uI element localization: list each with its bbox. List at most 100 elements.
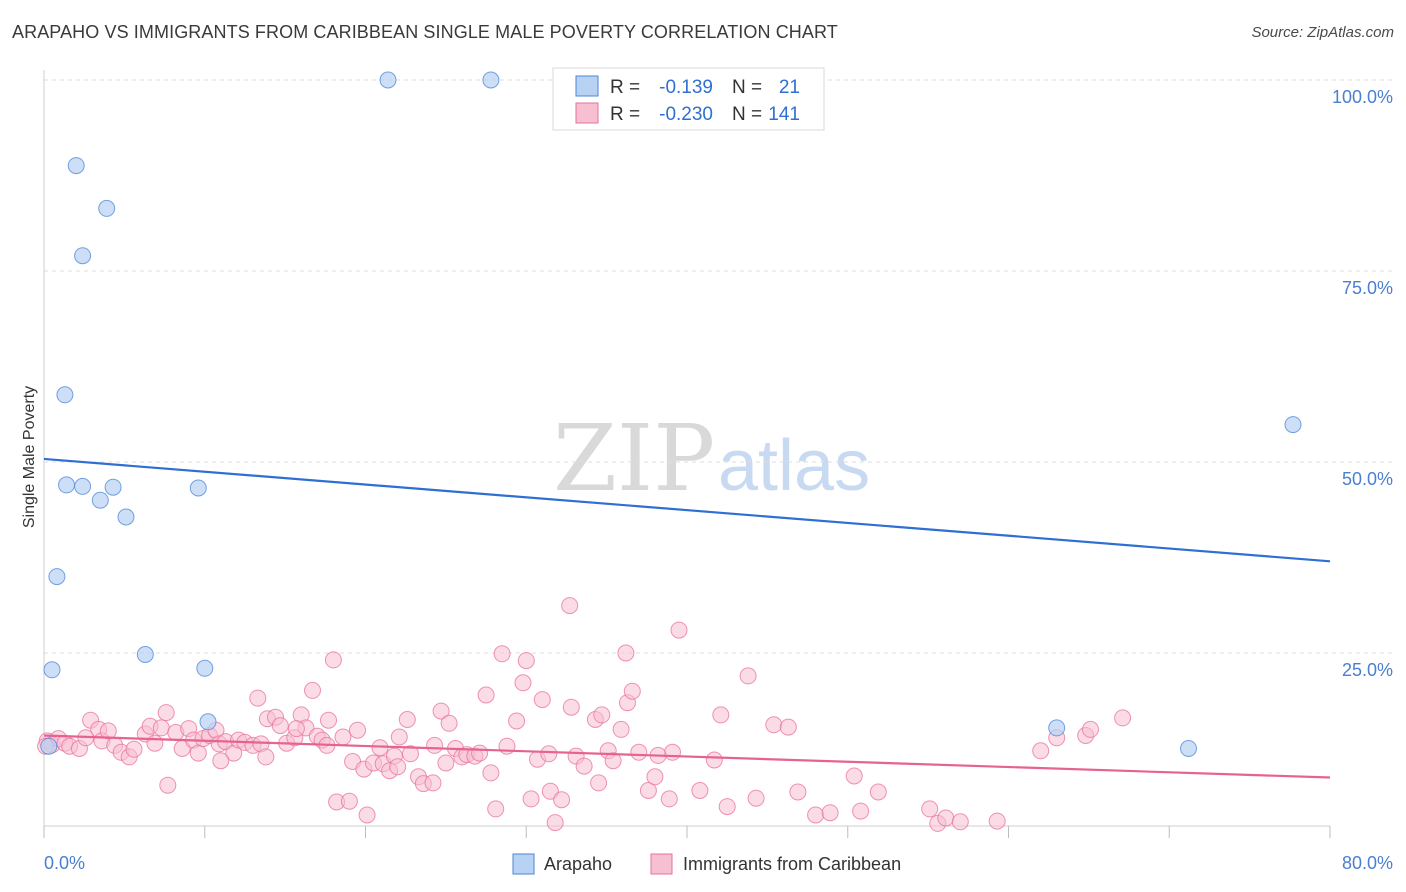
data-point [74, 247, 92, 265]
data-point [249, 689, 267, 707]
data-point [358, 806, 376, 824]
data-point [152, 719, 170, 737]
data-point [765, 716, 783, 734]
legend-swatch-caribbean [575, 102, 599, 124]
bottom-legend-swatch-arapaho [512, 853, 535, 875]
data-point [98, 199, 116, 217]
data-point [1048, 719, 1066, 737]
data-point [99, 722, 117, 740]
legend-box: R = -0.139 N = 21 R = -0.230 N = 141 [552, 67, 825, 131]
data-point [630, 743, 648, 761]
data-point [517, 652, 535, 670]
data-point [1032, 742, 1050, 760]
data-point [718, 798, 736, 816]
data-point [482, 71, 500, 89]
data-point [660, 790, 678, 808]
caribbean-points [37, 597, 1132, 832]
data-point [390, 728, 408, 746]
data-point [43, 661, 61, 679]
legend-r-label: R = [610, 104, 640, 125]
data-point [432, 702, 450, 720]
data-point [157, 704, 175, 722]
data-point [852, 802, 870, 820]
data-point [951, 813, 969, 831]
data-point [1082, 720, 1099, 738]
data-point [807, 806, 825, 824]
data-point [40, 737, 58, 755]
legend-n-value: 21 [779, 77, 800, 98]
data-point [437, 754, 455, 772]
data-point [508, 712, 526, 730]
legend-swatch-arapaho [575, 75, 599, 97]
data-point [271, 717, 289, 735]
bottom-legend: Arapaho Immigrants from Caribbean [512, 853, 901, 875]
legend-r-value: -0.230 [659, 104, 713, 125]
data-point [58, 476, 75, 494]
data-point [67, 157, 85, 175]
data-point [562, 698, 580, 716]
x-tick-label-max: 80.0% [1342, 853, 1393, 873]
data-point [389, 758, 407, 776]
data-point [1114, 709, 1132, 727]
data-point [104, 478, 122, 496]
data-point [514, 674, 532, 692]
bottom-legend-swatch-caribbean [650, 853, 673, 875]
data-point [821, 804, 839, 822]
legend-n-label: N = [732, 77, 762, 98]
data-point [117, 508, 135, 526]
data-point [561, 597, 579, 615]
data-point [320, 711, 337, 729]
watermark-atlas: atlas [718, 426, 870, 506]
data-point [136, 646, 154, 663]
data-point [199, 713, 217, 731]
data-point [487, 800, 505, 818]
data-point [159, 776, 177, 794]
data-point [196, 659, 214, 677]
data-point [91, 491, 109, 509]
data-point [56, 386, 74, 404]
data-point [48, 568, 66, 586]
data-point [739, 667, 757, 685]
data-point [869, 783, 887, 801]
data-point [334, 728, 352, 746]
data-point [664, 743, 681, 761]
legend-n-value: 141 [768, 104, 800, 125]
x-axis-ticks [43, 826, 1331, 838]
data-point [988, 812, 1006, 830]
data-point [287, 720, 305, 738]
data-point [125, 740, 143, 758]
data-point [937, 809, 955, 827]
data-point [789, 783, 807, 801]
data-point [398, 711, 416, 728]
data-point [74, 477, 92, 495]
legend-n-label: N = [732, 104, 762, 125]
watermark-zip: ZIP [553, 405, 715, 512]
arapaho-trend-line [43, 457, 1331, 563]
caribbean-trend-line [43, 734, 1331, 779]
data-point [747, 789, 765, 807]
data-point [546, 814, 564, 832]
data-point [402, 745, 419, 763]
data-point [921, 800, 939, 818]
y-tick-label: 25.0% [1342, 660, 1393, 680]
data-point [533, 691, 551, 709]
data-point [639, 782, 657, 799]
legend-r-label: R = [610, 77, 640, 98]
y-tick-label: 100.0% [1332, 87, 1393, 107]
data-point [779, 718, 797, 736]
bottom-legend-label-caribbean: Immigrants from Caribbean [683, 854, 901, 874]
data-point [324, 651, 342, 669]
data-point [493, 645, 511, 663]
data-point [340, 792, 358, 810]
legend-r-value: -0.139 [659, 77, 713, 98]
gridlines [44, 79, 1392, 654]
data-point [845, 767, 863, 785]
y-tick-labels: 25.0% 50.0% 75.0% 100.0% [1332, 87, 1393, 680]
source-label: Source: ZipAtlas.com [1251, 24, 1394, 41]
data-point [593, 706, 611, 724]
data-point [426, 736, 444, 754]
data-point [617, 644, 635, 662]
data-point [212, 752, 230, 770]
data-point [257, 748, 275, 766]
